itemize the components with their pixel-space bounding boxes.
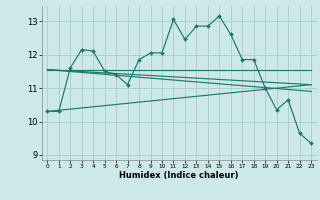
X-axis label: Humidex (Indice chaleur): Humidex (Indice chaleur) <box>119 171 239 180</box>
